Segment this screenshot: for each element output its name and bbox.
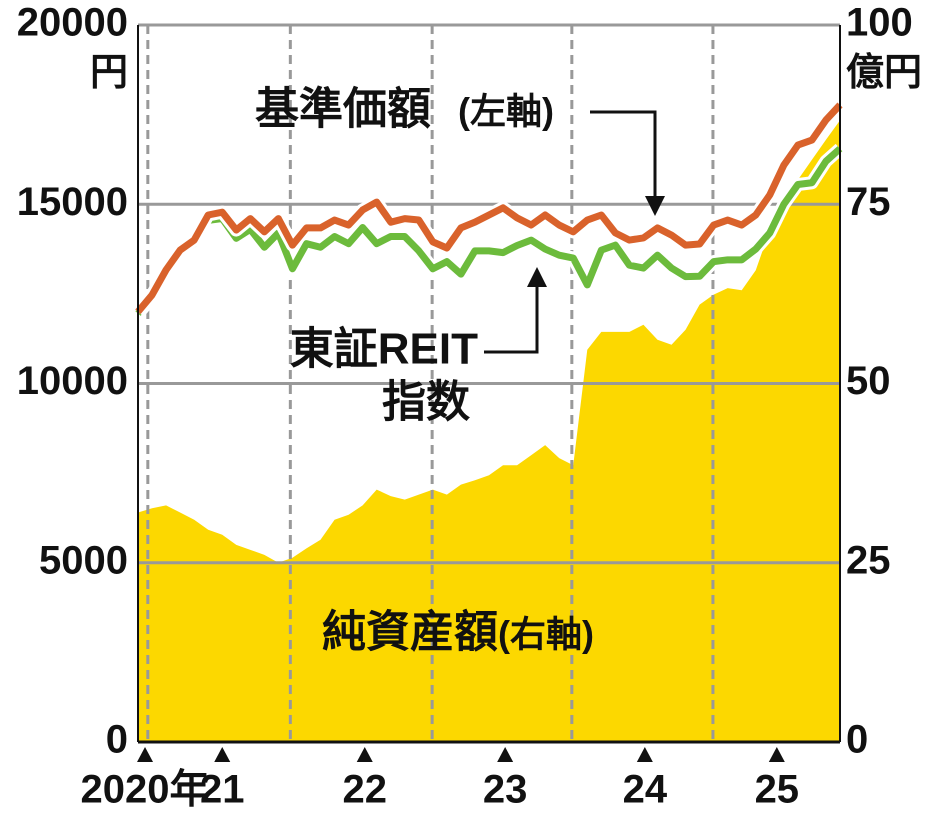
x-tick	[137, 747, 154, 762]
x-tick-label: 23	[483, 768, 528, 812]
series-label: 基準価額	[255, 85, 431, 134]
x-tick-label: 25	[755, 768, 800, 812]
x-tick	[497, 747, 514, 762]
x-tick	[356, 747, 373, 762]
x-tick	[636, 747, 653, 762]
y2-tick-label: 50	[846, 359, 891, 403]
pointer	[484, 285, 539, 354]
areas	[138, 120, 840, 742]
pointer-head	[645, 196, 665, 216]
grid	[138, 23, 840, 742]
area	[138, 120, 840, 742]
x-tick-label: 24	[623, 768, 668, 812]
y2-unit: 億円	[846, 52, 922, 94]
y-unit: 円	[90, 52, 128, 94]
series-label: 東証REIT	[290, 325, 478, 374]
pointer	[590, 110, 657, 198]
y2-tick-label: 0	[846, 718, 868, 762]
x-tick	[768, 747, 785, 762]
y-tick-label: 15000	[17, 180, 128, 224]
line-halo	[133, 100, 845, 316]
series-label: 指数	[382, 378, 470, 427]
y-tick-label: 5000	[39, 538, 128, 582]
x-tick-label: 22	[342, 768, 387, 812]
x-tick	[214, 747, 231, 762]
series-label: 純資産額	[322, 608, 498, 657]
y2-tick-label: 100	[846, 1, 913, 45]
pointer-head	[527, 267, 547, 287]
x-tick-label: 2020年	[81, 768, 210, 812]
y-tick-label: 20000	[17, 1, 128, 45]
lines	[133, 100, 845, 318]
x-tick-label: 21	[200, 768, 245, 812]
axis-note: (右軸)	[498, 614, 594, 655]
line	[135, 146, 843, 316]
y2-tick-label: 25	[846, 538, 891, 582]
y2-tick-label: 75	[846, 180, 891, 224]
y-tick-label: 10000	[17, 359, 128, 403]
line	[135, 102, 843, 315]
axis-note: (左軸)	[458, 91, 554, 132]
y-tick-label: 0	[106, 718, 128, 762]
